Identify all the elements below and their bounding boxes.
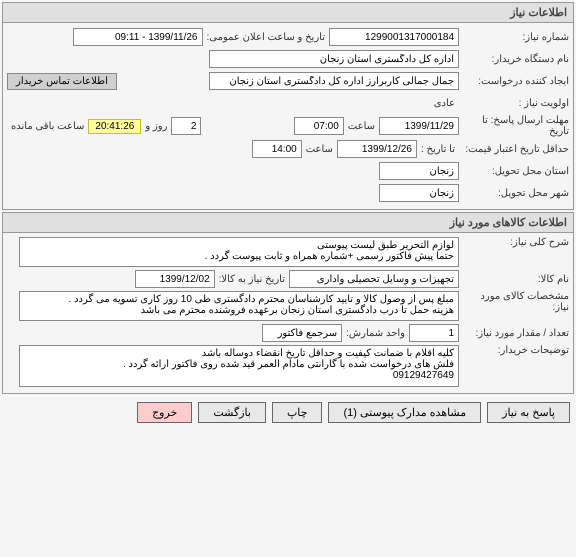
goods-info-header: اطلاعات کالاهای مورد نیاز [3,213,573,233]
delivery-prov-label: استان محل تحویل: [459,166,569,177]
delivery-city-field[interactable] [379,184,459,202]
priority-label: اولویت نیاز : [459,98,569,109]
unit-field[interactable] [262,324,342,342]
request-no-label: شماره نیاز: [459,32,569,43]
buyer-note-field[interactable]: کلیه اقلام با ضمانت کیفیت و حداقل تاریخ … [19,345,459,387]
print-button[interactable]: چاپ [272,402,323,423]
button-bar: پاسخ به نیاز مشاهده مدارک پیوستی (1) چاپ… [0,396,576,429]
remain-days-label: روز و [141,121,171,132]
spec-label: مشخصات کالای مورد نیاز: [459,291,569,313]
price-valid-time-label: ساعت [302,144,337,155]
deadline-time-field[interactable] [294,117,344,135]
contact-buyer-button[interactable]: اطلاعات تماس خریدار [7,73,117,90]
announce-field[interactable] [73,28,203,46]
goods-info-body: شرح کلی نیاز: لوازم التحریر طبق لیست پیو… [3,233,573,393]
unit-label: واحد شمارش: [342,328,409,339]
deadline-date-field[interactable] [379,117,459,135]
announce-label: تاریخ و ساعت اعلان عمومی: [203,32,330,43]
goods-date-label: تاریخ نیاز به کالا: [215,274,289,285]
creator-label: ایجاد کننده درخواست: [459,76,569,87]
goods-date-field[interactable] [135,270,215,288]
back-button[interactable]: بازگشت [198,402,266,423]
goods-name-label: نام کالا: [459,274,569,285]
price-valid-date-field[interactable] [337,140,417,158]
buyer-label: نام دستگاه خریدار: [459,54,569,65]
delivery-city-label: شهر محل تحویل: [459,188,569,199]
countdown-timer: 20:41:26 [88,119,141,134]
buyer-note-label: توضیحات خریدار: [459,345,569,356]
need-info-header: اطلاعات نیاز [3,3,573,23]
buyer-field[interactable] [209,50,459,68]
remain-suffix: ساعت باقی مانده [7,121,88,132]
reply-button[interactable]: پاسخ به نیاز [487,402,570,423]
attachments-button[interactable]: مشاهده مدارک پیوستی (1) [328,402,481,423]
remain-days-field [171,117,201,135]
need-info-panel: اطلاعات نیاز شماره نیاز: تاریخ و ساعت اع… [2,2,574,210]
desc-field[interactable]: لوازم التحریر طبق لیست پیوستی حتما پیش ف… [19,237,459,267]
price-valid-sub: تا تاریخ : [417,144,459,155]
deadline-label: مهلت ارسال پاسخ: تا تاریخ [459,115,569,137]
creator-field[interactable] [209,72,459,90]
spec-field[interactable]: مبلغ پس از وصول کالا و تایید کارشناسان م… [19,291,459,321]
qty-label: تعداد / مقدار مورد نیاز: [459,328,569,339]
deadline-time-label: ساعت [344,121,379,132]
goods-name-field[interactable] [289,270,459,288]
delivery-prov-field[interactable] [379,162,459,180]
need-info-body: شماره نیاز: تاریخ و ساعت اعلان عمومی: نا… [3,23,573,209]
desc-label: شرح کلی نیاز: [459,237,569,248]
qty-field[interactable] [409,324,459,342]
goods-info-panel: اطلاعات کالاهای مورد نیاز شرح کلی نیاز: … [2,212,574,394]
exit-button[interactable]: خروج [137,402,192,423]
price-valid-time-field[interactable] [252,140,302,158]
price-valid-label: حداقل تاریخ اعتبار قیمت: [459,144,569,155]
priority-value: عادی [430,97,459,110]
request-no-field[interactable] [329,28,459,46]
